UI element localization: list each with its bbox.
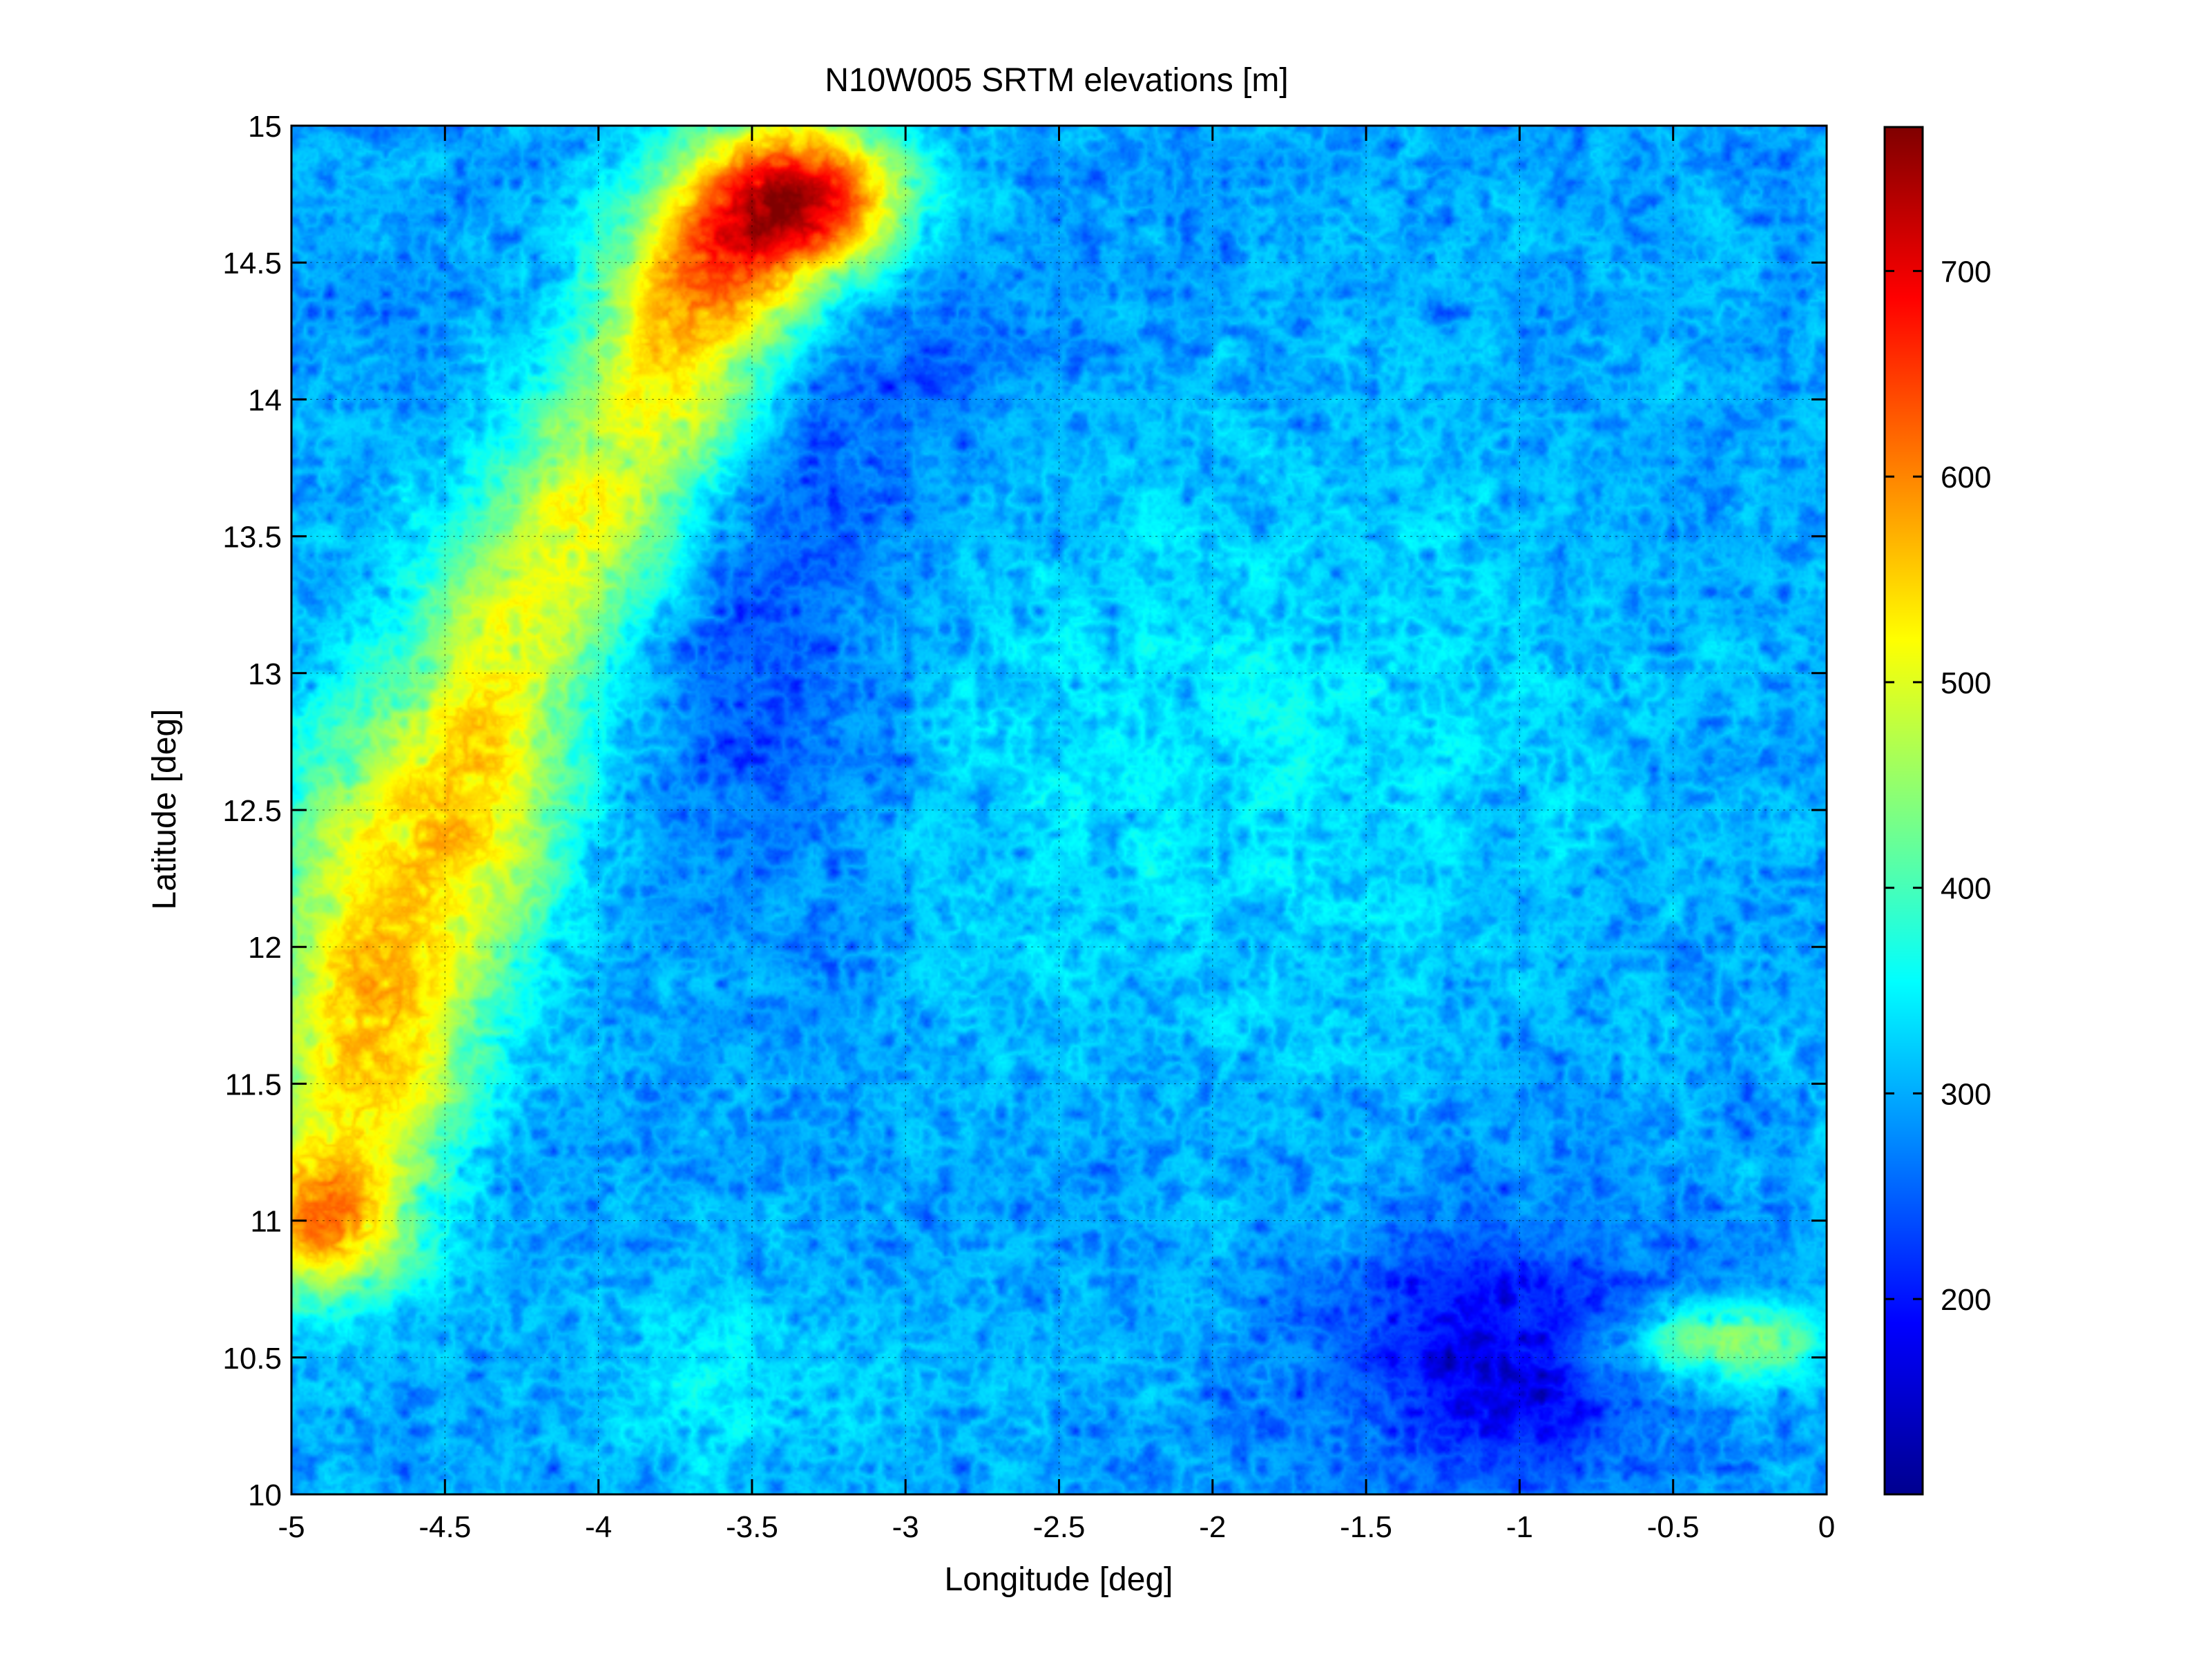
y-tick-label: 14.5: [222, 247, 282, 280]
y-tick-label: 12: [248, 931, 282, 965]
colorbar: 200 300 400 500 600 700: [1883, 126, 1991, 1496]
x-tick-label: -5: [278, 1510, 305, 1544]
x-tick-label: -3.5: [726, 1510, 778, 1544]
colorbar-tick-label: 300: [1941, 1077, 1991, 1111]
y-axis-label: Latitude [deg]: [146, 709, 183, 910]
x-tick-label: -2.5: [1033, 1510, 1086, 1544]
x-tick-label: -3: [892, 1510, 919, 1544]
y-tick-label: 13.5: [222, 521, 282, 555]
chart-title: N10W005 SRTM elevations [m]: [825, 62, 1288, 99]
x-tick-label: -1: [1506, 1510, 1533, 1544]
y-tick-label: 12.5: [222, 794, 282, 828]
colorbar-tick-label: 200: [1941, 1283, 1991, 1317]
y-tick-label: 13: [248, 657, 282, 691]
elevation-heatmap: [291, 126, 1827, 1494]
colorbar-tick-label: 400: [1941, 872, 1991, 906]
y-tick-label: 15: [248, 110, 282, 144]
colorbar-tick-label: 600: [1941, 461, 1991, 494]
x-tick-label: -0.5: [1647, 1510, 1700, 1544]
colorbar-tick-label: 500: [1941, 666, 1991, 700]
y-tick-label: 11: [250, 1205, 282, 1239]
y-tick-label: 14: [248, 383, 282, 417]
x-tick-label: -4: [585, 1510, 612, 1544]
y-tick-label: 10: [248, 1478, 282, 1512]
colorbar-tick-label: 700: [1941, 255, 1991, 289]
x-axis-label: Longitude [deg]: [945, 1561, 1173, 1598]
colorbar-ticks: 200 300 400 500 600 700: [1885, 255, 1991, 1317]
plot-area: -5 -4.5 -4 -3.5 -3 -2.5 -2 -1.5 -1 -0.5 0 10 10.5 11…: [222, 110, 1835, 1544]
y-axis-ticks: 10 10.5 11 11.5 12 12.5 13 13.5 14 14.5 15: [222, 110, 1827, 1512]
x-tick-label: -1.5: [1340, 1510, 1392, 1544]
x-tick-label: -4.5: [419, 1510, 471, 1544]
y-tick-label: 11.5: [225, 1068, 282, 1101]
colorbar-gradient: [1883, 126, 1924, 1496]
x-axis-ticks: -5 -4.5 -4 -3.5 -3 -2.5 -2 -1.5 -1 -0.5 0: [278, 126, 1835, 1544]
x-tick-label: -2: [1199, 1510, 1226, 1544]
y-tick-label: 10.5: [222, 1342, 282, 1376]
x-tick-label: 0: [1818, 1510, 1835, 1544]
